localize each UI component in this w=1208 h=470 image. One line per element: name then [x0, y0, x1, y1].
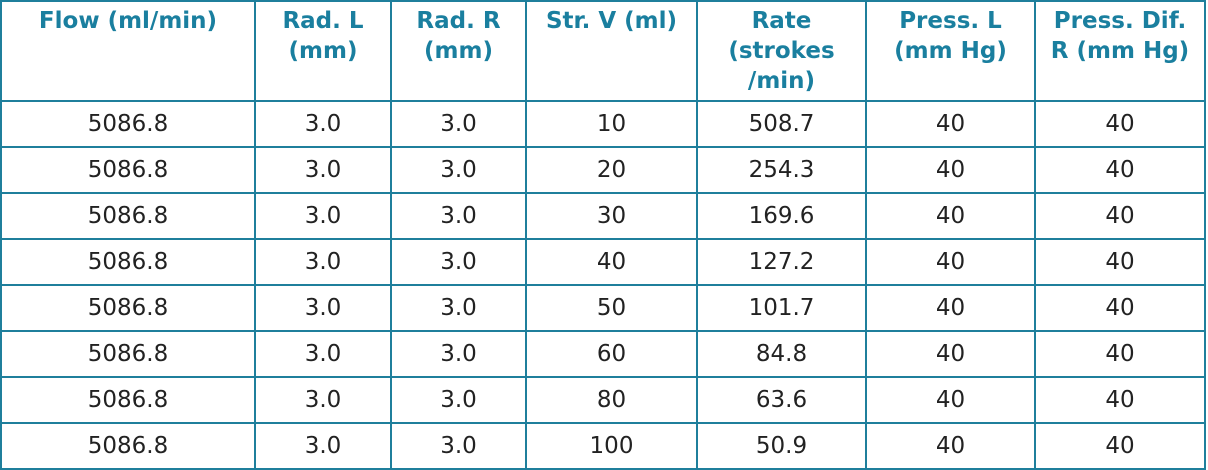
table-cell: 3.0	[254, 422, 392, 470]
header-line: Press. Dif.	[1053, 8, 1187, 34]
header-cell: Flow (ml/min)	[0, 0, 256, 102]
table-cell: 60	[525, 330, 698, 378]
table-cell: 5086.8	[0, 330, 256, 378]
table-cell: 5086.8	[0, 284, 256, 332]
table-cell: 40	[1034, 192, 1206, 240]
table-cell: 40	[865, 330, 1036, 378]
table-cell: 127.2	[696, 238, 867, 286]
header-line: Flow (ml/min)	[38, 8, 218, 34]
table-cell: 3.0	[390, 238, 527, 286]
table-cell: 30	[525, 192, 698, 240]
table-row: 5086.8 3.0 3.0 100 50.9 40 40	[0, 422, 1206, 470]
table-body: 5086.8 3.0 3.0 10 508.7 40 40 5086.8 3.0 3.0 20 254…	[0, 100, 1206, 470]
header-line: (mm)	[424, 38, 493, 64]
table-cell: 508.7	[696, 100, 867, 148]
table-row: 5086.8 3.0 3.0 80 63.6 40 40	[0, 376, 1206, 424]
header-line: (strokes	[728, 38, 835, 64]
header-cell: Str. V (ml)	[525, 0, 698, 102]
header-line: /min)	[747, 68, 816, 94]
table-cell: 3.0	[390, 100, 527, 148]
table-cell: 40	[865, 238, 1036, 286]
table-cell: 5086.8	[0, 100, 256, 148]
table-row: 5086.8 3.0 3.0 60 84.8 40 40	[0, 330, 1206, 378]
table-cell: 10	[525, 100, 698, 148]
table-cell: 80	[525, 376, 698, 424]
table-row: 5086.8 3.0 3.0 50 101.7 40 40	[0, 284, 1206, 332]
table-cell: 169.6	[696, 192, 867, 240]
header-cell: Press. L (mm Hg)	[865, 0, 1036, 102]
table-cell: 3.0	[254, 238, 392, 286]
header-cell: Press. Dif. R (mm Hg)	[1034, 0, 1206, 102]
table-cell: 3.0	[390, 330, 527, 378]
table-cell: 40	[865, 376, 1036, 424]
header-line: R (mm Hg)	[1050, 38, 1190, 64]
table-cell: 3.0	[390, 146, 527, 194]
table-cell: 40	[1034, 100, 1206, 148]
table-cell: 5086.8	[0, 192, 256, 240]
table-cell: 40	[865, 422, 1036, 470]
table-cell: 3.0	[254, 376, 392, 424]
table-cell: 5086.8	[0, 422, 256, 470]
table-cell: 40	[865, 284, 1036, 332]
table-cell: 3.0	[254, 330, 392, 378]
header-cell: Rad. L (mm)	[254, 0, 392, 102]
table-cell: 254.3	[696, 146, 867, 194]
table-cell: 5086.8	[0, 376, 256, 424]
table-cell: 3.0	[254, 146, 392, 194]
table-cell: 84.8	[696, 330, 867, 378]
table-cell: 40	[1034, 146, 1206, 194]
table-row: 5086.8 3.0 3.0 10 508.7 40 40	[0, 100, 1206, 148]
table-cell: 3.0	[390, 284, 527, 332]
table-cell: 50	[525, 284, 698, 332]
table-row: 5086.8 3.0 3.0 30 169.6 40 40	[0, 192, 1206, 240]
table-cell: 3.0	[390, 376, 527, 424]
table-cell: 5086.8	[0, 146, 256, 194]
table-cell: 20	[525, 146, 698, 194]
table-cell: 40	[865, 100, 1036, 148]
header-line: Rad. R	[416, 8, 501, 34]
header-line: Press. L	[899, 8, 1002, 34]
table-cell: 5086.8	[0, 238, 256, 286]
table-cell: 40	[1034, 330, 1206, 378]
header-cell: Rate (strokes/min)	[696, 0, 867, 102]
header-line: (mm Hg)	[894, 38, 1007, 64]
table-cell: 40	[1034, 238, 1206, 286]
table-cell: 40	[865, 146, 1036, 194]
header-line: Rate	[751, 8, 812, 34]
table-cell: 3.0	[254, 284, 392, 332]
header-cell: Rad. R (mm)	[390, 0, 527, 102]
table-cell: 40	[1034, 284, 1206, 332]
table-cell: 101.7	[696, 284, 867, 332]
table-cell: 100	[525, 422, 698, 470]
table-cell: 40	[1034, 422, 1206, 470]
table-cell: 3.0	[390, 192, 527, 240]
table-cell: 3.0	[254, 192, 392, 240]
table-cell: 40	[525, 238, 698, 286]
header-row: Flow (ml/min) Rad. L (mm) Rad. R (mm) Str. V …	[0, 0, 1206, 102]
table-cell: 3.0	[390, 422, 527, 470]
table-cell: 63.6	[696, 376, 867, 424]
table-cell: 40	[1034, 376, 1206, 424]
table-row: 5086.8 3.0 3.0 20 254.3 40 40	[0, 146, 1206, 194]
table-cell: 50.9	[696, 422, 867, 470]
header-line: Str. V (ml)	[545, 8, 678, 34]
header-line: (mm)	[288, 38, 358, 64]
table-cell: 40	[865, 192, 1036, 240]
table-cell: 3.0	[254, 100, 392, 148]
header-line: Rad. L	[282, 8, 364, 34]
table-row: 5086.8 3.0 3.0 40 127.2 40 40	[0, 238, 1206, 286]
